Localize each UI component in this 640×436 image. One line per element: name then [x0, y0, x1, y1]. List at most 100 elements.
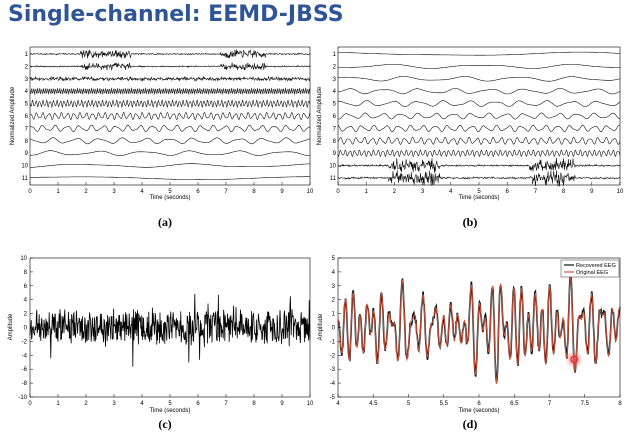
panel-c-ytick-label: 4 — [24, 298, 28, 304]
panel-d-xlabel: Time (seconds) — [458, 408, 499, 414]
panel-d-xtick-label: 6 — [477, 401, 481, 407]
slide-title: Single-channel: EEMD-JBSS — [8, 2, 344, 27]
panel-c-ytick-label: 0 — [24, 326, 28, 332]
panel-a-xtick-label: 2 — [84, 189, 88, 195]
panel-b-channel-label: 10 — [329, 164, 336, 170]
panel-b-trace-ch2 — [338, 64, 620, 69]
panel-d-ytick-label: 2 — [332, 298, 336, 304]
panel-a-xtick-label: 9 — [280, 189, 284, 195]
panel-d-ylabel: Amplitude — [318, 313, 324, 340]
panel-c-ytick-label: -4 — [22, 353, 28, 359]
panel-b-trace-ch9 — [337, 149, 621, 158]
panel-b-xtick-label: 5 — [477, 189, 481, 195]
panel-d-ytick-label: 4 — [332, 270, 336, 276]
panel-a-trace-ch5 — [29, 99, 311, 109]
panel-a-trace-ch6 — [30, 111, 311, 121]
panel-c-xtick-label: 5 — [168, 401, 172, 407]
panel-a-channel-label: 2 — [25, 64, 29, 70]
panel-d-legend: Recovered EEG Original EEG — [560, 259, 620, 278]
panel-c-xtick-label: 6 — [196, 401, 200, 407]
panel-a-caption: (a) — [158, 215, 172, 229]
panel-b-xtick-label: 3 — [421, 189, 425, 195]
panel-a-channel-labels: 1 2 3 4 5 6 7 8 9 10 11 — [21, 52, 28, 182]
panel-c-ytick-label: -2 — [22, 339, 28, 345]
panel-d-caption: (d) — [463, 417, 478, 431]
panel-a-xtick-label: 4 — [140, 189, 144, 195]
panel-a-trace-ch2 — [29, 62, 311, 71]
panel-c-ytick-label: -8 — [22, 381, 28, 387]
panel-a-trace-ch9 — [30, 150, 310, 156]
panel-b-trace-ch1 — [338, 51, 621, 56]
panel-d-ytick-label: -5 — [330, 395, 336, 401]
panel-a-channel-label: 10 — [21, 164, 28, 170]
panel-d-xtick-label: 7 — [548, 401, 552, 407]
panel-a-trace-ch8 — [29, 137, 311, 145]
panel-a-xticks: 0 1 2 3 4 5 6 7 8 9 10 — [28, 182, 314, 195]
panel-a-ylabel: Normalized Amplitude — [10, 86, 16, 145]
panel-d-xtick-label: 8 — [618, 401, 622, 407]
panel-b-channel-label: 2 — [333, 64, 337, 70]
panel-a-axes-box — [29, 46, 311, 186]
panel-b-xtick-label: 4 — [449, 189, 453, 195]
panel-b-trace-ch6 — [337, 112, 621, 120]
panel-a-trace-ch3 — [29, 75, 311, 82]
panel-b-channel-label: 8 — [333, 139, 337, 145]
panel-b-traces — [337, 51, 621, 187]
panel-c-yticks: 10 8 6 4 2 0 -2 -4 -6 -8 -10 — [18, 256, 33, 401]
panel-a-channel-label: 6 — [25, 114, 29, 120]
panel-b-trace-ch11 — [337, 170, 621, 187]
panel-c-xtick-label: 3 — [112, 401, 116, 407]
panel-b-trace-ch3 — [338, 76, 621, 82]
panel-d-ytick-label: -1 — [330, 339, 336, 345]
panel-d-xtick-label: 5.5 — [440, 401, 449, 407]
legend-label-original: Original EEG — [576, 270, 608, 276]
panel-a-channel-label: 8 — [25, 139, 29, 145]
panel-d-original-trace — [337, 275, 621, 384]
panel-c-xtick-label: 7 — [224, 401, 228, 407]
panel-c-xticks: 0 1 2 3 4 5 6 7 8 9 10 — [28, 394, 314, 407]
panel-d-xtick-label: 4.5 — [369, 401, 378, 407]
panel-b-xtick-label: 2 — [393, 189, 397, 195]
panel-c: 0 1 2 3 4 5 6 7 8 9 10 10 8 6 4 2 0 -2 -4 -6 -8 -10 Time (se… — [8, 256, 314, 431]
panel-c-caption: (c) — [158, 417, 171, 431]
panel-b-xticks: 0 1 2 3 4 5 6 7 8 9 10 — [336, 182, 624, 195]
panel-b-channel-label: 1 — [333, 52, 337, 58]
panel-c-ytick-label: 6 — [24, 284, 28, 290]
panel-a-xtick-label: 8 — [252, 189, 256, 195]
panel-c-eeg-trace — [29, 293, 311, 367]
panel-a-xtick-label: 10 — [307, 189, 314, 195]
cursor-glow — [565, 350, 584, 369]
panel-d-xtick-label: 6.5 — [510, 401, 519, 407]
panel-c-xtick-label: 10 — [307, 401, 314, 407]
panel-c-traces — [29, 293, 311, 367]
panel-b-axes-box — [337, 46, 621, 186]
panel-a-xtick-label: 3 — [112, 189, 116, 195]
panel-b-xtick-label: 8 — [562, 189, 566, 195]
panel-d-yticks: 5 4 3 2 1 0 -1 -2 -3 -4 -5 — [330, 256, 341, 401]
panel-b-channel-label: 4 — [333, 89, 337, 95]
panel-c-xtick-label: 8 — [252, 401, 256, 407]
panel-a-channel-label: 9 — [25, 151, 29, 157]
panel-a-channel-label: 5 — [25, 102, 29, 108]
panel-b-trace-ch7 — [337, 124, 621, 132]
panel-b: 1 2 3 4 5 6 7 8 9 10 11 0 1 2 3 4 5 6 7 8 9 10 Time (seconds… — [317, 46, 624, 229]
panel-d-ytick-label: 0 — [332, 326, 336, 332]
panel-d-xtick-label: 4 — [336, 401, 340, 407]
panel-c-ytick-label: 2 — [24, 312, 28, 318]
panel-b-xtick-label: 6 — [506, 189, 510, 195]
panel-b-trace-ch5 — [337, 100, 621, 107]
panel-b-xtick-label: 10 — [617, 189, 624, 195]
panel-d-ytick-label: 3 — [332, 284, 336, 290]
panel-b-xlabel: Time (seconds) — [458, 195, 499, 201]
panel-b-channel-label: 3 — [333, 77, 337, 83]
panel-b-channel-labels: 1 2 3 4 5 6 7 8 9 10 11 — [329, 52, 336, 182]
panel-c-ytick-label: -10 — [18, 395, 27, 401]
panel-c-ytick-label: 10 — [20, 256, 27, 262]
panel-b-channel-label: 5 — [333, 102, 337, 108]
panel-c-ylabel: Amplitude — [8, 313, 14, 340]
panel-c-xtick-label: 4 — [140, 401, 144, 407]
panel-c-xlabel: Time (seconds) — [149, 408, 190, 414]
panel-a-xtick-label: 6 — [196, 189, 200, 195]
panel-b-xtick-label: 1 — [365, 189, 369, 195]
